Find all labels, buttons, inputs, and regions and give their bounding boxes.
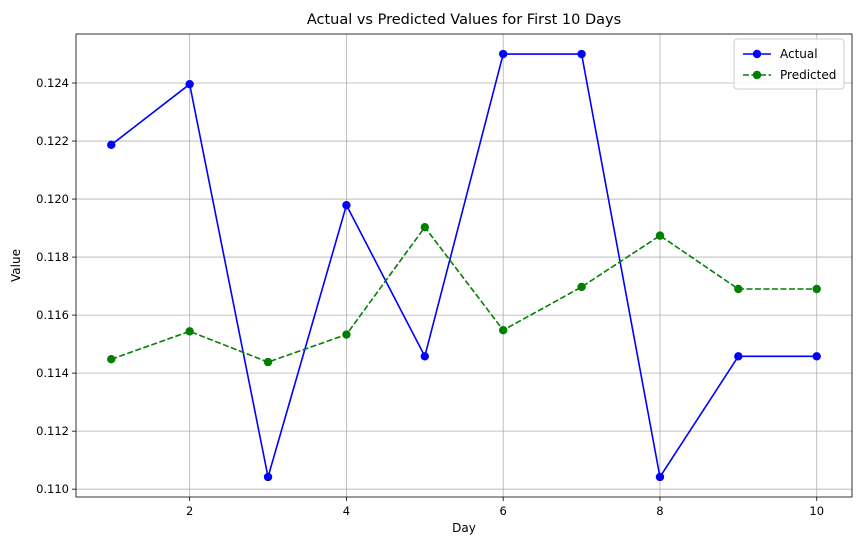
series-line-actual: [110, 53, 817, 478]
data-point-actual: [498, 49, 508, 59]
data-point-predicted: [577, 282, 586, 292]
data-point-actual: [263, 472, 273, 482]
data-point-actual: [734, 352, 743, 361]
data-point-actual: [185, 79, 194, 89]
y-tick-label: 0.116: [36, 308, 69, 322]
y-tick-label: 0.112: [36, 424, 69, 438]
legend-marker-actual: [752, 49, 762, 59]
legend-box: [733, 38, 845, 90]
data-point-actual: [812, 352, 821, 361]
y-axis-label: Value: [9, 249, 23, 282]
data-point-predicted: [734, 284, 743, 294]
series-layer: [107, 49, 821, 482]
legend-label-actual: Actual: [780, 47, 818, 61]
x-axis-label: Day: [452, 521, 476, 535]
x-tick-label: 10: [809, 504, 824, 518]
data-point-predicted: [655, 231, 665, 240]
data-point-actual: [655, 472, 665, 482]
data-point-predicted: [342, 330, 351, 339]
y-tick-label: 0.122: [36, 134, 69, 148]
grid: [76, 34, 852, 497]
series-predicted: [107, 223, 821, 367]
data-point-actual: [577, 49, 586, 59]
y-tick-label: 0.120: [36, 192, 69, 206]
x-tick-label: 8: [656, 504, 663, 518]
chart-title: Actual vs Predicted Values for First 10 …: [307, 12, 621, 28]
plot-frame: [75, 33, 853, 498]
x-tick-label: 6: [500, 504, 507, 518]
legend-marker-predicted: [752, 70, 762, 80]
series-line-predicted: [111, 226, 817, 363]
legend-label-predicted: Predicted: [780, 68, 836, 82]
data-point-actual: [420, 352, 430, 361]
y-tick-label: 0.114: [36, 366, 69, 380]
y-tick-label: 0.118: [36, 250, 69, 264]
data-point-predicted: [185, 327, 194, 336]
data-point-predicted: [107, 355, 116, 364]
data-point-actual: [342, 200, 351, 210]
series-actual: [107, 49, 821, 482]
x-tick-label: 2: [186, 504, 193, 518]
data-point-actual: [107, 140, 116, 150]
data-point-predicted: [263, 357, 273, 367]
data-point-predicted: [812, 284, 821, 294]
axis-ticks: 2 4 6 8 10 0.110 0.112 0.114 0.116 0.118 0.120 0.12…: [36, 76, 824, 518]
data-point-predicted: [420, 223, 430, 232]
y-tick-label: 0.124: [36, 76, 69, 90]
x-tick-label: 4: [343, 504, 350, 518]
data-point-predicted: [498, 325, 508, 335]
y-tick-label: 0.110: [36, 482, 69, 496]
legend: Actual Predicted: [733, 38, 845, 90]
